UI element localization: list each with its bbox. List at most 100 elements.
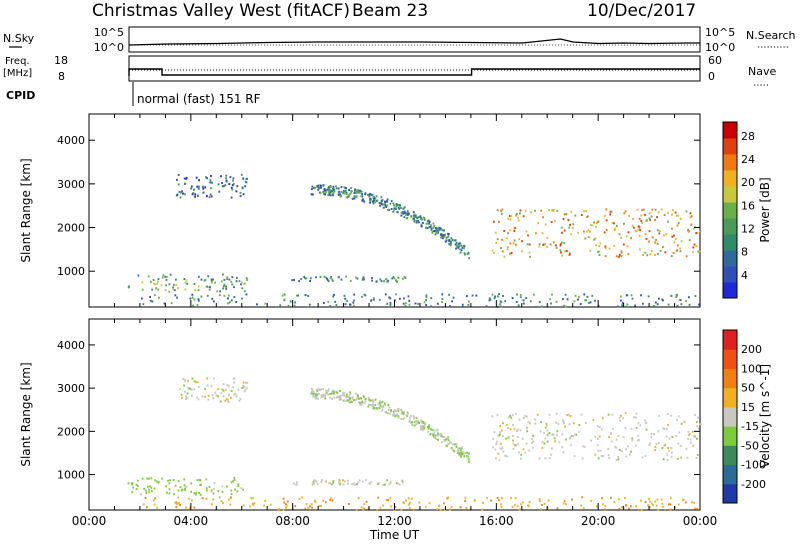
- echo-pixel: [152, 279, 155, 282]
- echo-pixel: [460, 244, 463, 247]
- echo-pixel: [430, 227, 433, 230]
- x-axis-label: Time UT: [369, 528, 420, 542]
- echo-pixel: [157, 288, 160, 291]
- echo-pixel: [411, 424, 414, 427]
- echo-pixel: [325, 389, 328, 392]
- echo-pixel: [360, 401, 363, 404]
- echo-pixel: [645, 219, 648, 222]
- echo-pixel: [633, 416, 635, 419]
- echo-pixel: [186, 396, 189, 399]
- echo-pixel: [631, 224, 634, 227]
- echo-pixel: [522, 416, 525, 419]
- echo-pixel: [515, 212, 518, 215]
- echo-pixel: [497, 452, 500, 455]
- echo-pixel: [608, 247, 611, 250]
- echo-pixel: [294, 505, 297, 508]
- echo-pixel: [205, 487, 208, 490]
- echo-pixel: [210, 187, 212, 190]
- echo-pixel: [610, 440, 613, 443]
- echo-pixel: [529, 255, 532, 258]
- echo-pixel: [530, 211, 532, 214]
- echo-pixel: [689, 438, 692, 441]
- echo-pixel: [154, 479, 156, 482]
- echo-pixel: [335, 185, 337, 188]
- echo-pixel: [236, 490, 239, 493]
- echo-pixel: [383, 483, 386, 486]
- echo-pixel: [583, 230, 585, 233]
- echo-pixel: [610, 210, 613, 213]
- echo-pixel: [235, 395, 238, 398]
- echo-pixel: [610, 432, 612, 435]
- echo-pixel: [185, 395, 187, 398]
- echo-pixel: [406, 411, 409, 414]
- echo-pixel: [322, 302, 325, 305]
- echo-pixel: [413, 219, 416, 222]
- echo-pixel: [579, 303, 582, 306]
- echo-pixel: [225, 389, 227, 392]
- echo-pixel: [460, 453, 463, 456]
- velocity-colorbar-tick: -100: [741, 459, 766, 472]
- echo-pixel: [229, 176, 232, 179]
- echo-pixel: [269, 503, 272, 506]
- echo-pixel: [695, 245, 698, 248]
- echo-pixel: [452, 296, 455, 299]
- echo-pixel: [615, 459, 618, 462]
- echo-pixel: [563, 242, 566, 245]
- echo-pixel: [664, 251, 667, 254]
- echo-pixel: [397, 482, 400, 485]
- echo-pixel: [338, 481, 340, 484]
- echo-pixel: [699, 250, 701, 253]
- echo-pixel: [562, 420, 565, 423]
- echo-pixel: [223, 278, 226, 281]
- echo-pixel: [335, 304, 338, 307]
- echo-pixel: [590, 439, 593, 442]
- echo-pixel: [649, 253, 652, 256]
- echo-pixel: [519, 209, 522, 212]
- echo-pixel: [185, 177, 188, 180]
- echo-pixel: [325, 189, 327, 192]
- echo-pixel: [353, 293, 356, 296]
- echo-pixel: [131, 482, 134, 485]
- echo-pixel: [314, 186, 317, 189]
- echo-pixel: [180, 191, 182, 194]
- echo-pixel: [496, 209, 499, 212]
- echo-pixel: [569, 223, 571, 226]
- echo-pixel: [285, 503, 287, 506]
- echo-pixel: [238, 399, 241, 402]
- echo-pixel: [500, 247, 502, 250]
- echo-pixel: [521, 250, 523, 253]
- echo-pixel: [441, 228, 443, 231]
- echo-pixel: [550, 453, 553, 456]
- echo-pixel: [677, 214, 680, 217]
- echo-pixel: [509, 242, 512, 245]
- echo-pixel: [574, 294, 577, 297]
- echo-pixel: [509, 229, 512, 232]
- echo-pixel: [665, 435, 668, 438]
- echo-pixel: [492, 437, 495, 440]
- echo-pixel: [639, 424, 642, 427]
- echo-pixel: [364, 400, 367, 403]
- echo-pixel: [207, 398, 210, 401]
- echo-pixel: [177, 489, 180, 492]
- echo-pixel: [660, 208, 663, 211]
- echo-pixel: [502, 450, 505, 453]
- echo-pixel: [231, 276, 234, 279]
- echo-pixel: [400, 508, 403, 511]
- echo-pixel: [330, 483, 333, 486]
- echo-pixel: [653, 433, 655, 436]
- echo-pixel: [404, 304, 407, 307]
- echo-pixel: [407, 497, 410, 500]
- echo-pixel: [386, 204, 389, 207]
- echo-pixel: [252, 502, 254, 505]
- echo-pixel: [425, 295, 428, 298]
- echo-pixel: [436, 302, 439, 305]
- echo-pixel: [499, 431, 501, 434]
- echo-pixel: [381, 200, 383, 203]
- echo-pixel: [222, 287, 224, 290]
- echo-pixel: [373, 198, 376, 201]
- y-tick-label: 3000: [57, 382, 85, 395]
- echo-pixel: [231, 184, 234, 187]
- echo-pixel: [217, 395, 220, 398]
- echo-pixel: [518, 238, 520, 241]
- echo-pixel: [512, 242, 515, 245]
